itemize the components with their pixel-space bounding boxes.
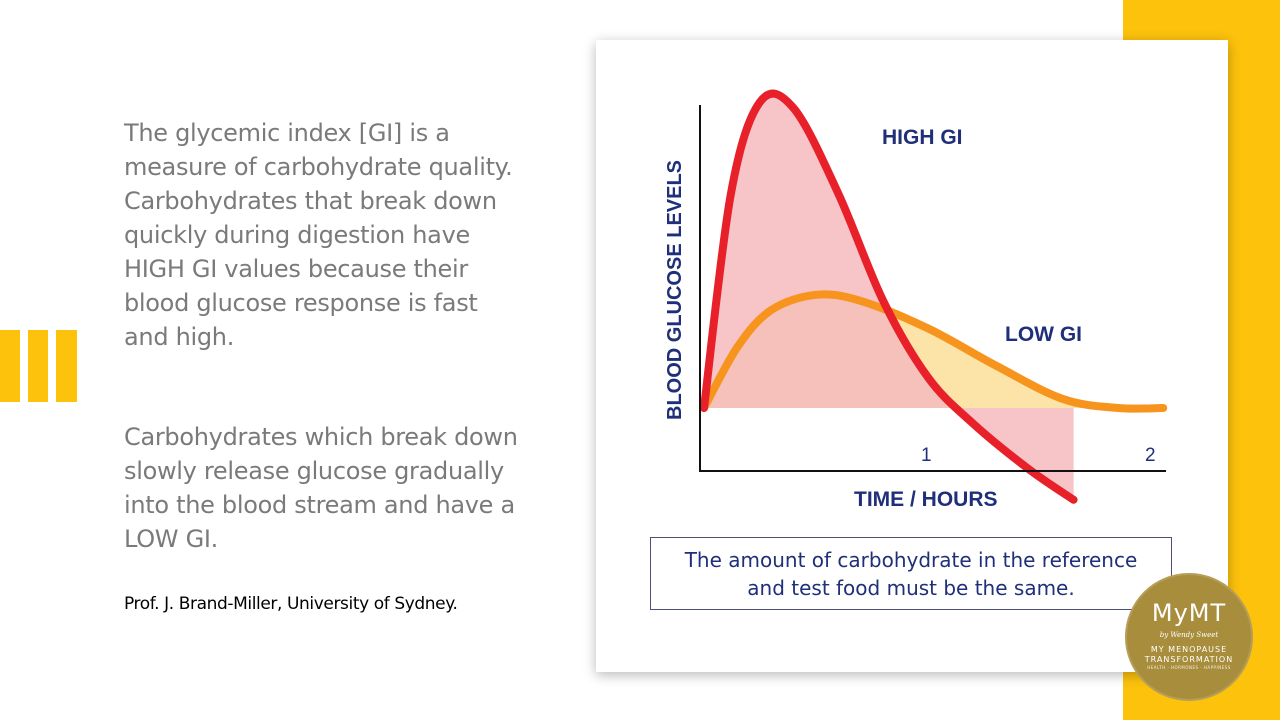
para-line: into the blood stream and have a [124,491,515,519]
note-line: and test food must be the same. [747,575,1075,600]
para-line: quickly during digestion have [124,221,470,249]
logo-name: MyMT [1151,599,1227,627]
x-axis-title: TIME / HOURS [854,488,998,511]
logo-tagline: MY MENOPAUSE TRANSFORMATION [1125,645,1253,665]
x-tick-label: 1 [921,445,932,466]
y-axis-title: BLOOD GLUCOSE LEVELS [664,160,686,420]
accent-bar [56,330,77,402]
para-line: HIGH GI values because their [124,255,468,283]
source-credit: Prof. J. Brand-Miller, University of Syd… [124,594,458,614]
para-line: and high. [124,323,235,351]
gi-chart-card: HIGH GI LOW GI 1 2 TIME / HOURS BLOOD GL… [596,40,1228,672]
gi-definition-paragraph: The glycemic index [GI] is a measure of … [124,116,574,354]
logo-tagline-line: MY MENOPAUSE [1150,645,1228,654]
para-line: blood glucose response is fast [124,289,478,317]
logo-sub: HEALTH · HORMONES · HAPPINESS [1147,665,1231,670]
low-gi-line [700,290,1168,413]
para-line: Carbohydrates which break down [124,423,518,451]
para-line: LOW GI. [124,525,218,553]
para-line: The glycemic index [GI] is a [124,119,450,147]
text-column: The glycemic index [GI] is a measure of … [124,116,574,614]
mymt-logo: MyMT by Wendy Sweet MY MENOPAUSE TRANSFO… [1125,573,1253,701]
logo-tagline-line: TRANSFORMATION [1144,655,1234,664]
para-line: measure of carbohydrate quality. [124,153,513,181]
high-gi-line [700,89,1078,504]
para-line: slowly release glucose gradually [124,457,504,485]
low-gi-paragraph: Carbohydrates which break down slowly re… [124,420,518,556]
high-gi-label: HIGH GI [882,126,963,149]
note-box: The amount of carbohydrate in the refere… [650,537,1172,610]
high-gi-area [704,93,1074,500]
accent-bar [0,330,20,402]
x-tick-label: 2 [1145,445,1156,466]
logo-byline: by Wendy Sweet [1159,631,1219,639]
note-line: The amount of carbohydrate in the refere… [684,547,1138,572]
accent-bar [28,330,48,402]
low-gi-label: LOW GI [1005,323,1082,346]
gi-chart: HIGH GI LOW GI 1 2 TIME / HOURS BLOOD GL… [664,89,1168,511]
para-line: Carbohydrates that break down [124,187,497,215]
decorative-bars [0,330,80,402]
